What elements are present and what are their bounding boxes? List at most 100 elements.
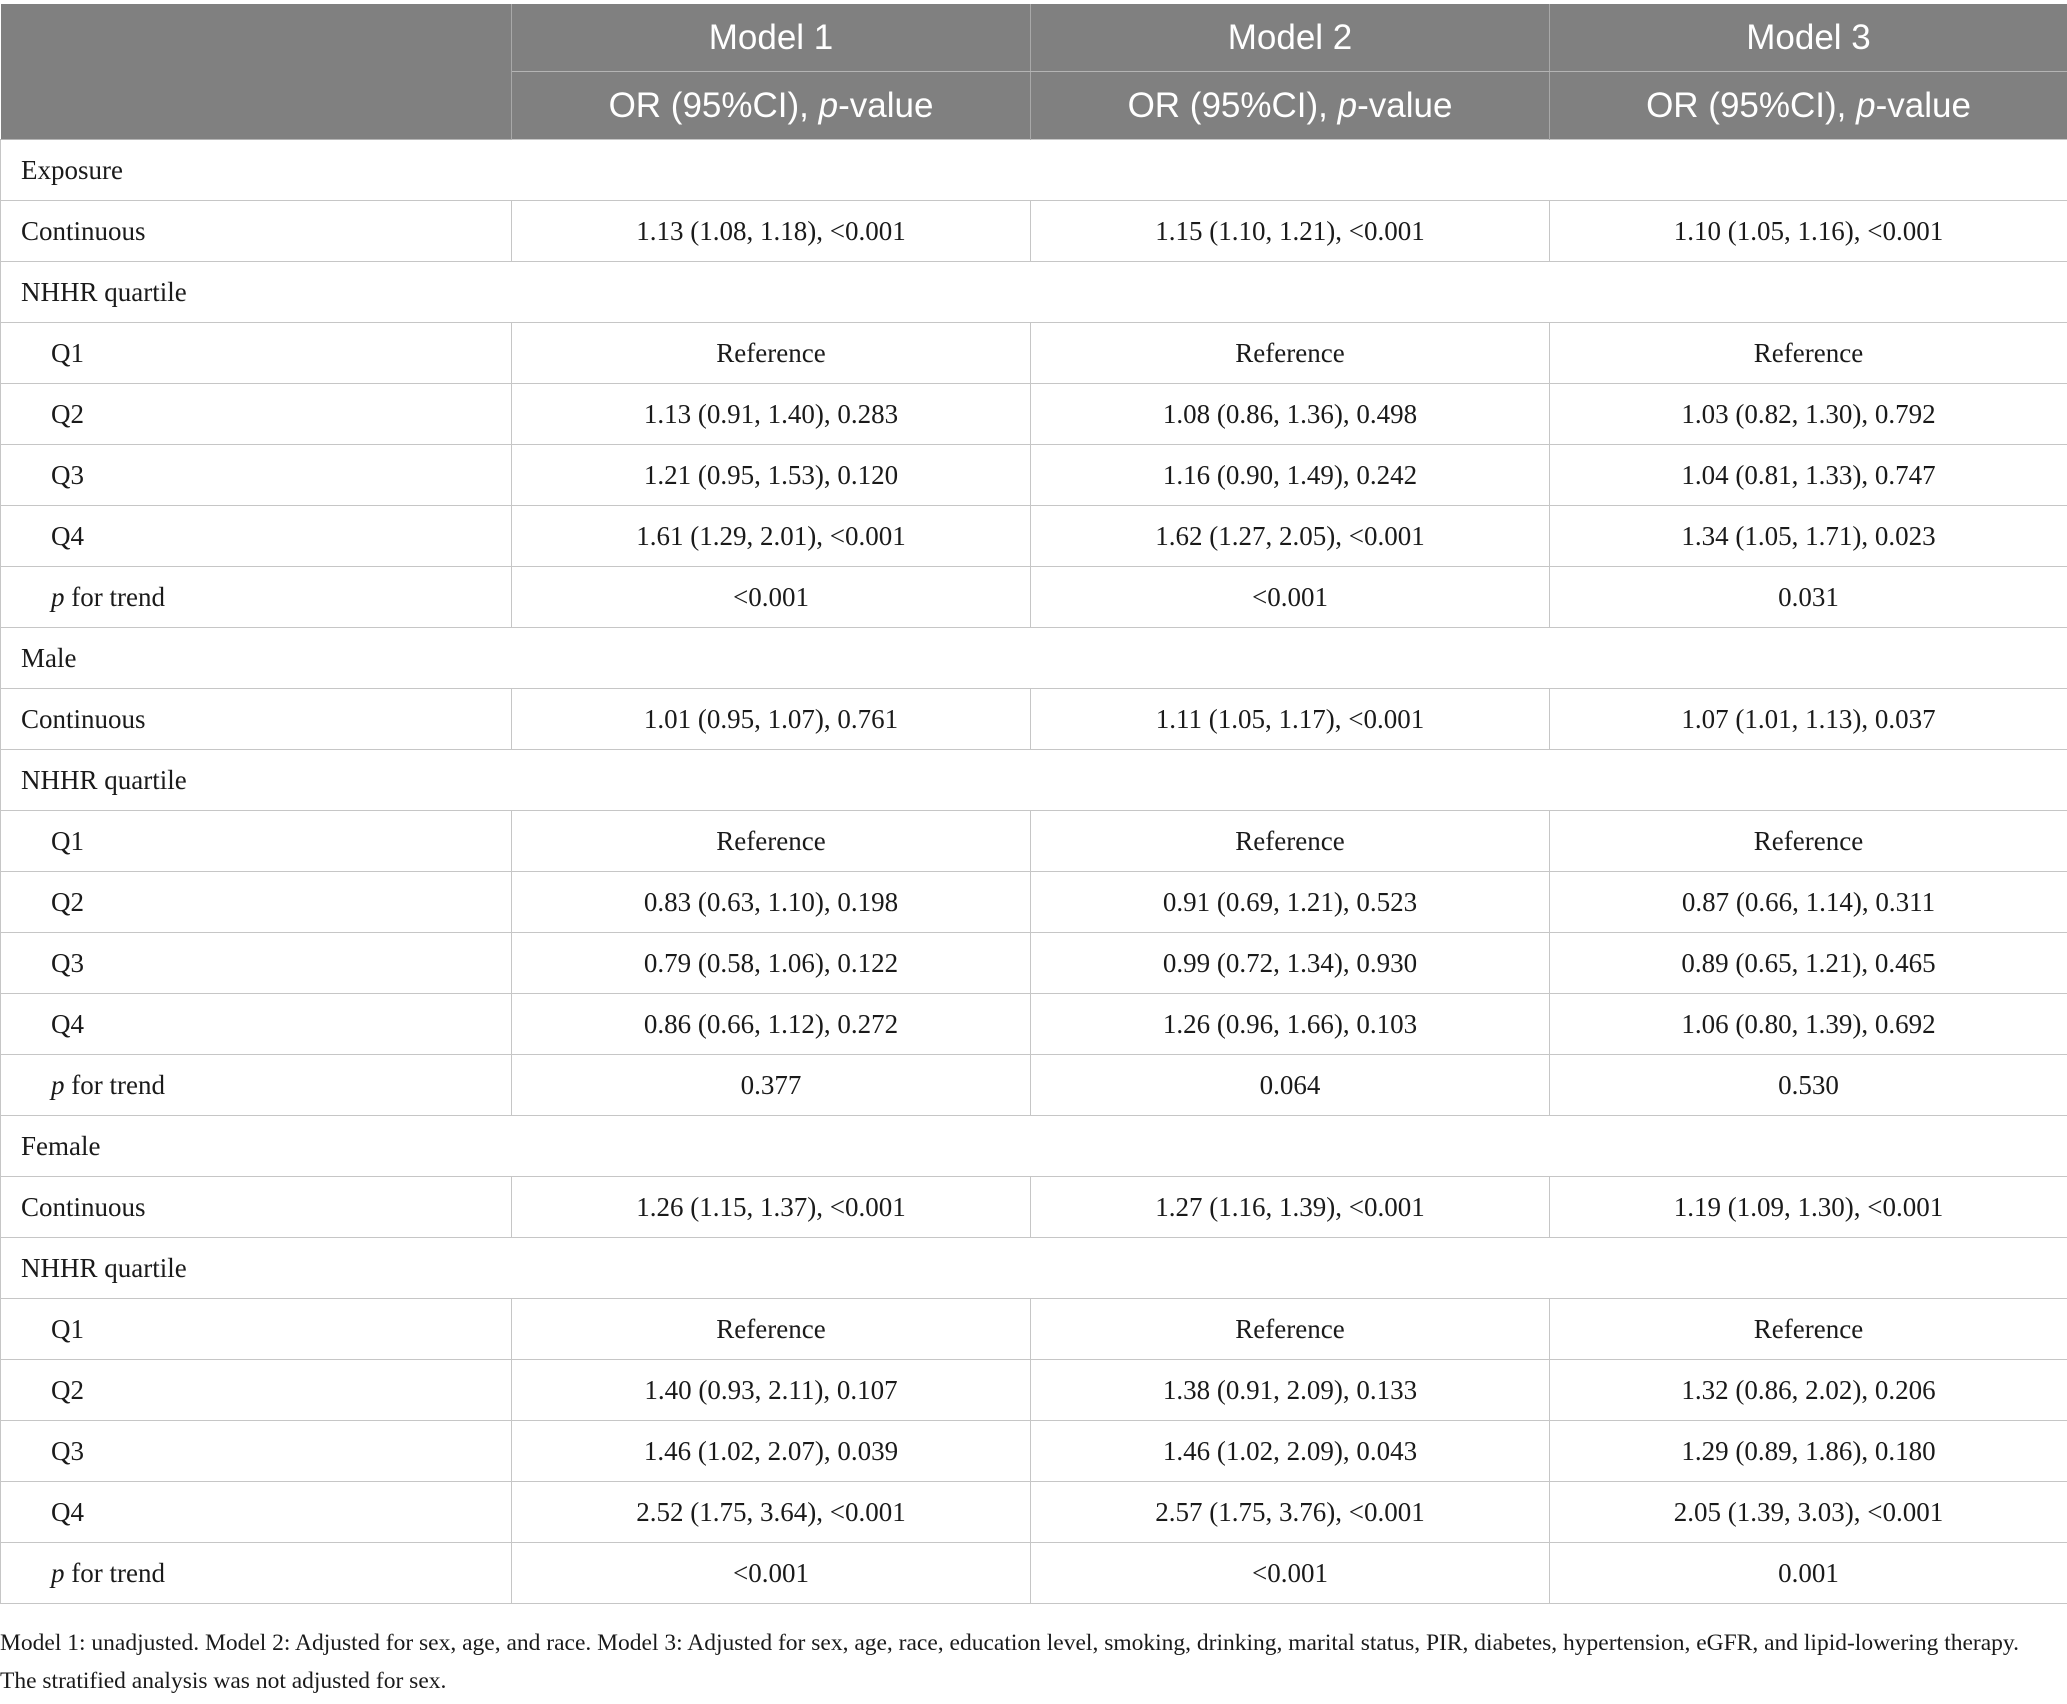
section-title: Exposure	[0, 139, 2067, 201]
quartile-label: Q2	[0, 871, 512, 933]
section-title-row: Exposure	[0, 139, 2067, 201]
header-model-2: Model 2	[1030, 4, 1550, 72]
continuous-row: Continuous 1.26 (1.15, 1.37), <0.001 1.27 …	[0, 1176, 2067, 1238]
quartile-heading: NHHR quartile	[0, 1237, 2067, 1299]
cell-value: 1.11 (1.05, 1.17), <0.001	[1030, 688, 1550, 750]
cell-value: 0.89 (0.65, 1.21), 0.465	[1549, 932, 2067, 994]
quartile-label: Q4	[0, 505, 512, 567]
cell-value: 0.031	[1549, 566, 2067, 628]
cell-value: <0.001	[1030, 566, 1550, 628]
cell-value: Reference	[1549, 810, 2067, 872]
quartile-label: Q2	[0, 1359, 512, 1421]
continuous-row: Continuous 1.13 (1.08, 1.18), <0.001 1.15 …	[0, 200, 2067, 262]
cell-value: 0.91 (0.69, 1.21), 0.523	[1030, 871, 1550, 933]
cell-value: 1.16 (0.90, 1.49), 0.242	[1030, 444, 1550, 506]
header-metric-3: OR (95%CI), p-value	[1549, 71, 2067, 140]
cell-value: 1.19 (1.09, 1.30), <0.001	[1549, 1176, 2067, 1238]
cell-value: 1.61 (1.29, 2.01), <0.001	[511, 505, 1031, 567]
cell-value: 1.04 (0.81, 1.33), 0.747	[1549, 444, 2067, 506]
section-title: Male	[0, 627, 2067, 689]
cell-value: 0.99 (0.72, 1.34), 0.930	[1030, 932, 1550, 994]
quartile-row: Q4 2.52 (1.75, 3.64), <0.001 2.57 (1.75, 3…	[0, 1481, 2067, 1543]
cell-value: Reference	[1030, 810, 1550, 872]
cell-value: 1.13 (1.08, 1.18), <0.001	[511, 200, 1031, 262]
trend-label-text: for trend	[64, 1069, 165, 1100]
trend-row: p for trend <0.001 <0.001 0.031	[0, 566, 2067, 628]
cell-value: 0.86 (0.66, 1.12), 0.272	[511, 993, 1031, 1055]
cell-value: 1.34 (1.05, 1.71), 0.023	[1549, 505, 2067, 567]
cell-value: 1.01 (0.95, 1.07), 0.761	[511, 688, 1031, 750]
trend-p-symbol: p	[51, 1069, 65, 1100]
cell-value: 1.15 (1.10, 1.21), <0.001	[1030, 200, 1550, 262]
cell-value: Reference	[1030, 322, 1550, 384]
cell-value: 1.46 (1.02, 2.07), 0.039	[511, 1420, 1031, 1482]
quartile-row: Q2 0.83 (0.63, 1.10), 0.198 0.91 (0.69, 1.…	[0, 871, 2067, 933]
quartile-row: Q3 0.79 (0.58, 1.06), 0.122 0.99 (0.72, 1.…	[0, 932, 2067, 994]
row-label: Continuous	[0, 200, 512, 262]
cell-value: <0.001	[511, 1542, 1031, 1604]
cell-value: 0.001	[1549, 1542, 2067, 1604]
cell-value: 1.38 (0.91, 2.09), 0.133	[1030, 1359, 1550, 1421]
trend-label: p for trend	[0, 566, 512, 628]
trend-label: p for trend	[0, 1542, 512, 1604]
section-title-row: Female	[0, 1115, 2067, 1177]
cell-value: Reference	[511, 322, 1031, 384]
cell-value: 1.21 (0.95, 1.53), 0.120	[511, 444, 1031, 506]
quartile-label: Q1	[0, 322, 512, 384]
quartile-heading: NHHR quartile	[0, 261, 2067, 323]
cell-value: Reference	[1549, 1298, 2067, 1360]
quartile-label: Q4	[0, 1481, 512, 1543]
quartile-row: Q2 1.40 (0.93, 2.11), 0.107 1.38 (0.91, 2.…	[0, 1359, 2067, 1421]
cell-value: Reference	[1549, 322, 2067, 384]
quartile-label: Q2	[0, 383, 512, 445]
trend-label-text: for trend	[64, 581, 165, 612]
header-metric-1: OR (95%CI), p-value	[511, 71, 1031, 140]
trend-label: p for trend	[0, 1054, 512, 1116]
results-table-container: Model 1 Model 2 Model 3 OR (95%CI), p-va…	[0, 4, 2067, 1604]
cell-value: 1.27 (1.16, 1.39), <0.001	[1030, 1176, 1550, 1238]
cell-value: 2.52 (1.75, 3.64), <0.001	[511, 1481, 1031, 1543]
cell-value: 1.06 (0.80, 1.39), 0.692	[1549, 993, 2067, 1055]
header-metric-2: OR (95%CI), p-value	[1030, 71, 1550, 140]
table-header: Model 1 Model 2 Model 3 OR (95%CI), p-va…	[0, 4, 2067, 140]
cell-value: 2.57 (1.75, 3.76), <0.001	[1030, 1481, 1550, 1543]
continuous-row: Continuous 1.01 (0.95, 1.07), 0.761 1.11 (…	[0, 688, 2067, 750]
cell-value: 1.26 (0.96, 1.66), 0.103	[1030, 993, 1550, 1055]
quartile-row: Q2 1.13 (0.91, 1.40), 0.283 1.08 (0.86, 1.…	[0, 383, 2067, 445]
cell-value: 0.064	[1030, 1054, 1550, 1116]
table-body: Exposure Continuous 1.13 (1.08, 1.18), <0.…	[0, 139, 2067, 1604]
quartile-row: Q3 1.21 (0.95, 1.53), 0.120 1.16 (0.90, 1.…	[0, 444, 2067, 506]
cell-value: 1.40 (0.93, 2.11), 0.107	[511, 1359, 1031, 1421]
cell-value: <0.001	[1030, 1542, 1550, 1604]
cell-value: 1.29 (0.89, 1.86), 0.180	[1549, 1420, 2067, 1482]
row-label: Continuous	[0, 1176, 512, 1238]
cell-value: 0.83 (0.63, 1.10), 0.198	[511, 871, 1031, 933]
cell-value: 1.03 (0.82, 1.30), 0.792	[1549, 383, 2067, 445]
cell-value: 0.79 (0.58, 1.06), 0.122	[511, 932, 1031, 994]
section-title: Female	[0, 1115, 2067, 1177]
quartile-label: Q4	[0, 993, 512, 1055]
row-label: Continuous	[0, 688, 512, 750]
trend-p-symbol: p	[51, 1557, 65, 1588]
table-footnote: Model 1: unadjusted. Model 2: Adjusted f…	[0, 1630, 2020, 1694]
cell-value: 1.10 (1.05, 1.16), <0.001	[1549, 200, 2067, 262]
header-model-3: Model 3	[1549, 4, 2067, 72]
quartile-heading: NHHR quartile	[0, 749, 2067, 811]
cell-value: <0.001	[511, 566, 1031, 628]
quartile-label: Q1	[0, 1298, 512, 1360]
section-title-row: Male	[0, 627, 2067, 689]
quartile-label: Q3	[0, 932, 512, 994]
cell-value: 1.26 (1.15, 1.37), <0.001	[511, 1176, 1031, 1238]
header-model-1: Model 1	[511, 4, 1031, 72]
cell-value: 0.377	[511, 1054, 1031, 1116]
quartile-row: Q1 Reference Reference Reference	[0, 322, 2067, 384]
header-row-models: Model 1 Model 2 Model 3	[0, 4, 2067, 140]
quartile-header-row: NHHR quartile	[0, 749, 2067, 811]
cell-value: 1.46 (1.02, 2.09), 0.043	[1030, 1420, 1550, 1482]
quartile-row: Q3 1.46 (1.02, 2.07), 0.039 1.46 (1.02, 2.…	[0, 1420, 2067, 1482]
cell-value: Reference	[511, 1298, 1031, 1360]
quartile-row: Q4 0.86 (0.66, 1.12), 0.272 1.26 (0.96, 1.…	[0, 993, 2067, 1055]
cell-value: 1.32 (0.86, 2.02), 0.206	[1549, 1359, 2067, 1421]
cell-value: 1.08 (0.86, 1.36), 0.498	[1030, 383, 1550, 445]
trend-row: p for trend <0.001 <0.001 0.001	[0, 1542, 2067, 1604]
